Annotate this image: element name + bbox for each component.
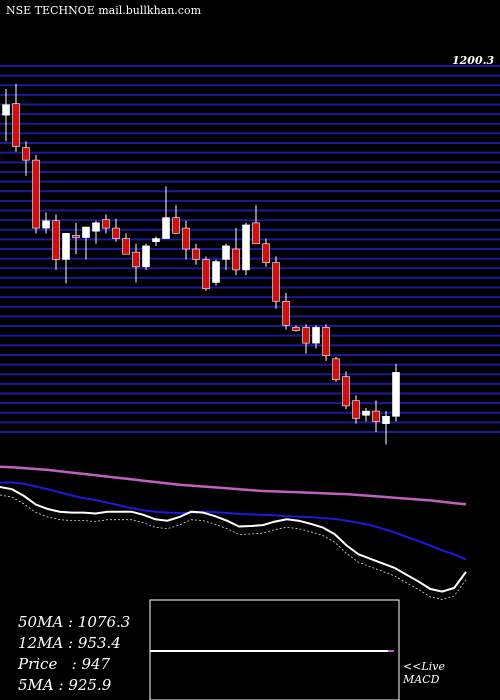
candle-body <box>292 327 300 331</box>
candle-body <box>12 103 20 147</box>
candle-body <box>372 410 380 422</box>
candle-body <box>152 238 160 242</box>
candle-body <box>142 245 150 268</box>
ma-line-12ma <box>0 481 467 561</box>
macd-label-line2: MACD <box>403 673 440 686</box>
candle-body <box>212 261 220 283</box>
candle-body <box>282 300 290 326</box>
candle-body <box>312 327 320 344</box>
candle-body <box>2 104 10 116</box>
candle-body <box>222 245 230 260</box>
candle-body <box>62 233 70 260</box>
candle-body <box>302 327 310 344</box>
candle-body <box>72 235 80 238</box>
ma-line-50ma <box>0 465 467 506</box>
candle-body <box>362 410 370 416</box>
moving-average-legend: 50MA : 1076.3 12MA : 953.4 Price : 947 5… <box>18 612 130 696</box>
ma12-label: 12MA : 953.4 <box>18 634 121 652</box>
candle-body <box>102 219 110 229</box>
candle-body <box>262 243 270 263</box>
candle-body <box>192 248 200 260</box>
candle-body <box>112 227 120 239</box>
ma-line-5ma <box>0 486 467 593</box>
candle-body <box>182 227 190 250</box>
candle-body <box>272 262 280 302</box>
candle-body <box>252 222 260 245</box>
price-label: Price : 947 <box>18 655 111 673</box>
price-chart: 1200.3 <box>0 54 500 445</box>
candle-body <box>242 224 250 271</box>
candle-body <box>92 222 100 232</box>
ma5-label: 5MA : 925.9 <box>18 676 112 694</box>
candle-body <box>52 220 60 260</box>
candle-body <box>172 217 180 234</box>
candle-body <box>42 220 50 229</box>
ma50-label: 50MA : 1076.3 <box>18 613 131 631</box>
candle-body <box>132 251 140 268</box>
candle-body <box>122 238 130 255</box>
ma5-shadow-line <box>0 494 467 601</box>
candle-body <box>382 416 390 424</box>
candle-body <box>332 358 340 381</box>
candle-body <box>342 376 350 407</box>
candle-body <box>22 147 30 161</box>
candle-body <box>352 400 360 419</box>
candle-body <box>202 259 210 290</box>
candle-body <box>162 217 170 239</box>
candle-body <box>82 226 90 238</box>
candle-body <box>392 372 400 417</box>
candle-body <box>32 159 40 229</box>
candle-body <box>232 248 240 271</box>
chart-header: NSE TECHNOE mail.bullkhan.com <box>6 4 202 17</box>
y-axis-top-label: 1200.3 <box>452 54 494 67</box>
candle-body <box>322 327 330 356</box>
macd-label-line1: <<Live <box>403 660 445 673</box>
macd-label: <<Live MACD <box>403 660 445 686</box>
